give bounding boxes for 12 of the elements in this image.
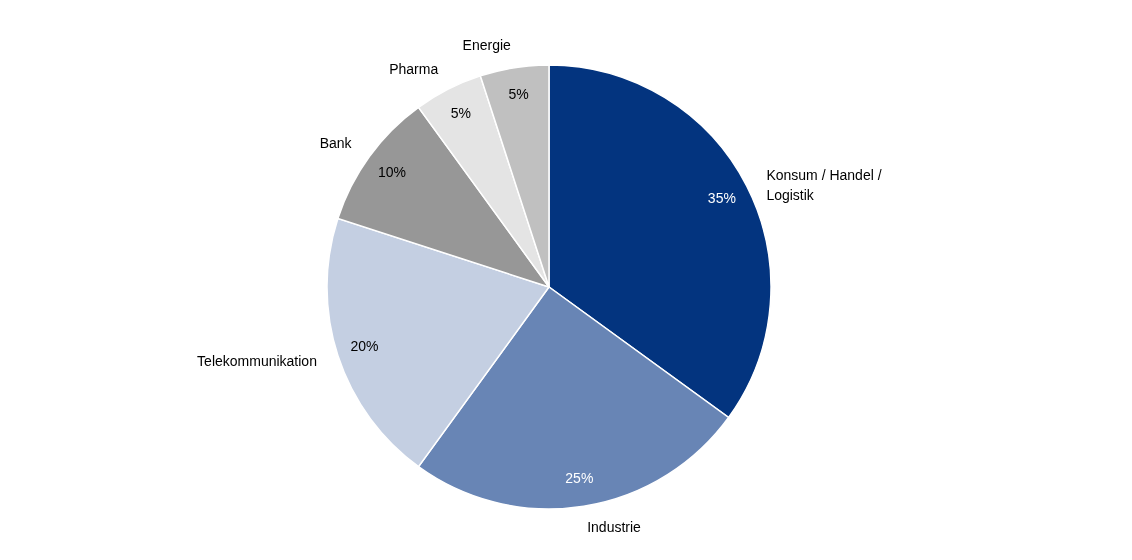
slice-label: Pharma xyxy=(389,60,439,77)
data-label: 10% xyxy=(378,163,407,180)
slice-label: Energie xyxy=(462,37,512,53)
data-label: 20% xyxy=(350,337,379,354)
data-label: 25% xyxy=(565,469,594,486)
slice-label: Telekommunikation xyxy=(197,353,317,370)
slice-label: Konsum / Handel / Logistik xyxy=(766,167,882,204)
slice-label: Industrie xyxy=(587,519,642,535)
data-label: 5% xyxy=(450,105,472,122)
slice-label: Bank xyxy=(319,134,353,151)
data-label: 35% xyxy=(707,189,736,206)
data-label: 5% xyxy=(508,86,529,103)
